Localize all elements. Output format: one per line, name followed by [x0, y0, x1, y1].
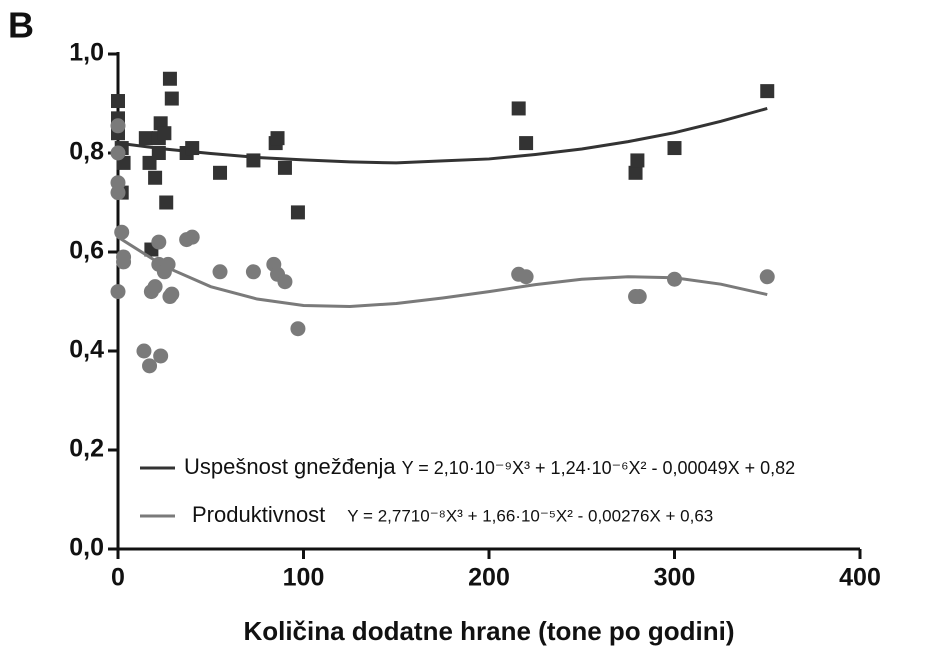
point — [631, 289, 647, 305]
point — [110, 118, 126, 134]
point — [518, 269, 534, 285]
point — [213, 165, 228, 180]
point — [760, 84, 775, 99]
point — [511, 101, 526, 116]
point — [110, 145, 126, 161]
y-tick-label: 0,8 — [69, 138, 104, 166]
point — [138, 131, 153, 146]
point — [157, 126, 172, 141]
point — [147, 279, 163, 295]
y-tick-label: 0,4 — [69, 336, 104, 364]
point — [270, 131, 285, 146]
point — [667, 271, 682, 287]
point — [290, 205, 305, 220]
point — [110, 185, 126, 201]
x-tick-label: 200 — [468, 564, 510, 592]
point — [164, 286, 180, 302]
point — [116, 254, 132, 270]
point — [111, 94, 125, 109]
point — [153, 348, 169, 364]
point — [519, 136, 534, 151]
legend-equation: Y = 2,7710⁻⁸X³ + 1,66·10⁻⁵X² - 0,00276X … — [347, 506, 713, 525]
point — [110, 284, 126, 300]
point — [160, 256, 176, 272]
point — [759, 269, 775, 285]
point — [151, 234, 167, 250]
point — [164, 91, 179, 106]
fit-curve — [117, 235, 768, 308]
point — [151, 146, 166, 160]
x-tick-label: 300 — [654, 564, 696, 592]
x-tick-label: 0 — [111, 564, 125, 592]
point — [185, 141, 200, 156]
point — [277, 274, 293, 290]
point — [628, 165, 643, 180]
point — [136, 343, 152, 359]
point — [212, 264, 228, 280]
y-tick-label: 1,0 — [69, 39, 104, 67]
fit-curve — [117, 107, 768, 165]
x-tick-label: 400 — [839, 564, 881, 592]
point — [630, 153, 645, 168]
legend-label: Uspešnost gnežđenja — [184, 454, 396, 479]
point — [667, 141, 682, 156]
y-tick-label: 0,6 — [69, 237, 104, 265]
point — [162, 71, 177, 86]
point — [114, 224, 130, 240]
point — [245, 264, 261, 280]
y-tick-label: 0,0 — [69, 534, 104, 562]
y-tick-label: 0,2 — [69, 435, 104, 463]
point — [290, 321, 306, 337]
point — [277, 160, 292, 175]
point — [159, 195, 174, 210]
point — [246, 153, 261, 168]
x-tick-label: 100 — [283, 564, 325, 592]
panel-label: B — [8, 5, 34, 46]
x-axis-label: Količina dodatne hrane (tone po godini) — [243, 616, 734, 646]
point — [184, 229, 200, 245]
point — [148, 170, 163, 185]
point — [142, 358, 158, 374]
legend-equation: Y = 2,10·10⁻⁹X³ + 1,24·10⁻⁶X² - 0,00049X… — [402, 458, 796, 478]
legend-label: Produktivnost — [192, 502, 325, 527]
